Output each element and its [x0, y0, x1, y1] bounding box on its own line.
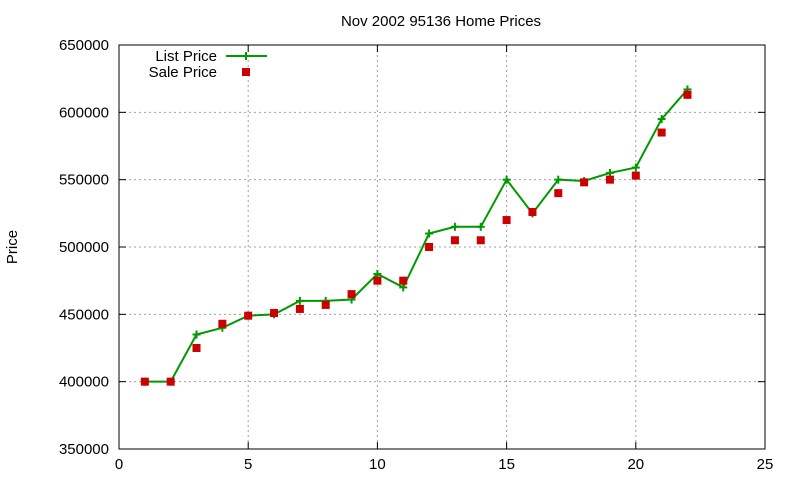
sale-price-point	[295, 304, 304, 313]
sale-price-point	[528, 207, 537, 216]
x-tick-label: 25	[757, 456, 774, 473]
list-price-point	[399, 283, 408, 292]
series-layer	[140, 85, 692, 386]
sale-price-point	[605, 175, 614, 184]
sale-price-point	[657, 128, 666, 137]
y-tick-label: 350000	[59, 441, 109, 458]
list-price-point	[192, 330, 201, 339]
sale-price-point	[399, 276, 408, 285]
legend-label-list-price: List Price	[155, 48, 217, 65]
list-price-point	[605, 168, 614, 177]
x-tick-label: 5	[244, 456, 252, 473]
grid	[119, 45, 765, 449]
x-tick-label: 20	[627, 456, 644, 473]
list-price-point	[425, 229, 434, 238]
list-price-line	[144, 88, 689, 383]
legend-label-sale-price: Sale Price	[149, 64, 217, 81]
sale-price-point	[683, 90, 692, 99]
sale-price-point	[425, 243, 434, 251]
list-price-point	[657, 115, 666, 124]
sale-price-point	[554, 189, 563, 198]
y-tick-label: 400000	[59, 374, 109, 391]
sale-price-point	[347, 290, 356, 299]
list-price-point	[476, 222, 485, 231]
sale-price-point	[580, 178, 589, 187]
y-axis-label: Price	[4, 230, 21, 264]
sale-price-point	[321, 300, 330, 309]
y-tick-label: 550000	[59, 172, 109, 189]
x-tick-label: 15	[498, 456, 515, 473]
sale-price-point	[476, 236, 485, 245]
axis-ticks: 0 5 10 15 20 25 350000 400000 450000 500000 550000…	[59, 37, 773, 473]
list-price-point	[554, 175, 563, 184]
list-price-point	[631, 163, 640, 172]
sale-price-point	[373, 276, 382, 285]
chart-title: Nov 2002 95136 Home Prices	[341, 13, 541, 30]
sale-price-point	[140, 377, 149, 386]
list-price-point	[373, 269, 382, 278]
list-price-point	[295, 296, 304, 305]
sale-price-point	[631, 171, 640, 180]
legend-marker-list-price	[242, 52, 250, 60]
sale-price-point	[450, 236, 459, 245]
list-price-point	[450, 222, 459, 231]
y-tick-label: 650000	[59, 37, 109, 54]
list-price-point	[502, 175, 511, 184]
sale-price-point	[270, 308, 279, 317]
x-tick-label: 10	[369, 456, 386, 473]
y-tick-label: 500000	[59, 239, 109, 256]
sale-price-point	[192, 344, 201, 352]
sale-price-point	[218, 319, 227, 328]
y-tick-label: 600000	[59, 104, 109, 121]
sale-price-point	[244, 311, 253, 320]
y-tick-label: 450000	[59, 306, 109, 323]
legend-swatch-sale-price	[242, 68, 250, 76]
x-tick-label: 0	[115, 456, 123, 473]
sale-price-point	[502, 216, 511, 225]
sale-price-point	[166, 377, 175, 386]
